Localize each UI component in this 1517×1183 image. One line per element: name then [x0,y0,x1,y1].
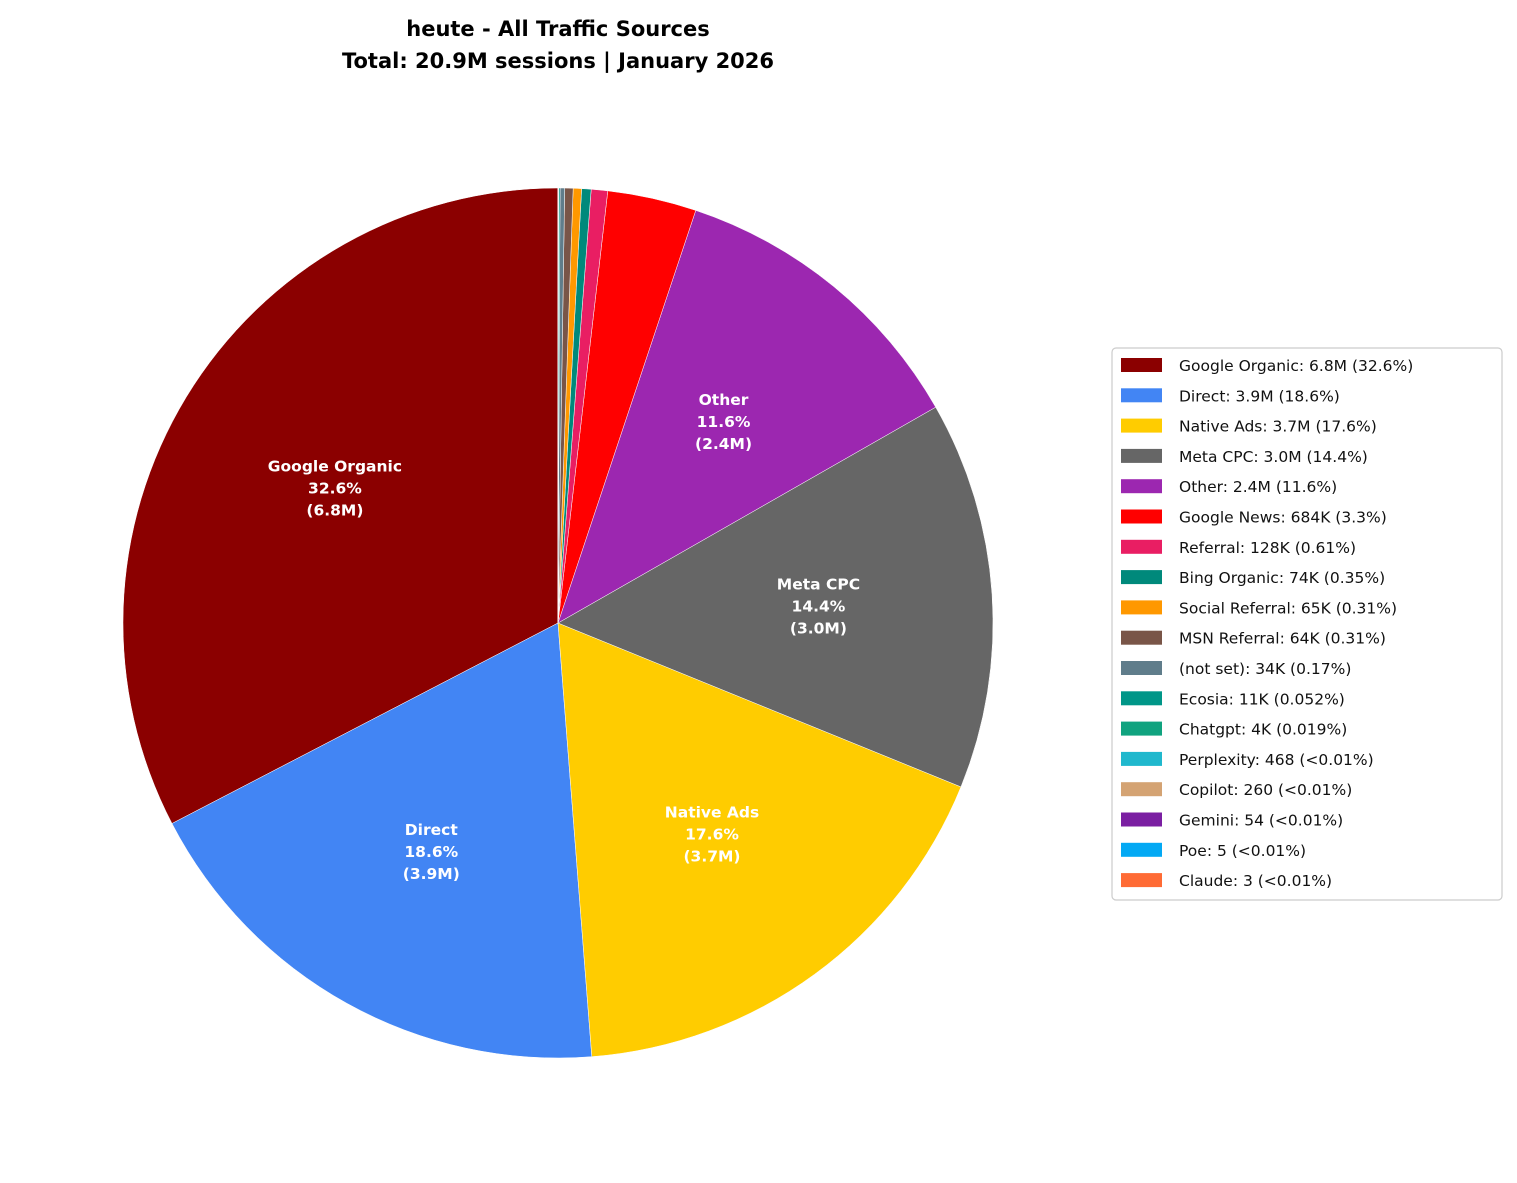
pie-slice-direct [171,622,593,1059]
slice-label-other: Other [699,391,749,409]
pie-slice-meta-cpc [557,406,994,788]
slice-label-google-organic: Google Organic [268,457,402,475]
legend-entry-google-news: Google News: 684K (3.3%) [1179,509,1387,527]
slice-label-native-ads: 17.6% [685,826,739,844]
slice-label-native-ads: (3.7M) [683,848,740,866]
legend-entry-gemini: Gemini: 54 (<0.01%) [1179,812,1343,830]
legend-entry-ecosia: Ecosia: 11K (0.052%) [1179,690,1345,708]
legend-swatch-poe [1121,842,1162,857]
legend-entry-other: Other: 2.4M (11.6%) [1179,478,1337,496]
legend-swatch-gemini [1121,812,1162,827]
legend-swatch-meta-cpc [1121,448,1162,463]
legend-swatch-google-news [1121,509,1162,524]
legend-entry-native-ads: Native Ads: 3.7M (17.6%) [1179,418,1377,436]
legend-swatch-direct [1121,388,1162,403]
slice-label-direct: (3.9M) [403,865,460,883]
legend-swatch-ecosia [1121,691,1162,706]
legend-entry-referral: Referral: 128K (0.61%) [1179,539,1356,557]
legend-entry-direct: Direct: 3.9M (18.6%) [1179,387,1340,405]
slice-label-google-organic: 32.6% [308,479,362,497]
slice-label-google-organic: (6.8M) [306,501,363,519]
slice-label-meta-cpc: 14.4% [792,598,846,616]
legend-swatch-other [1121,479,1162,494]
legend-entry-msn-referral: MSN Referral: 64K (0.31%) [1179,630,1386,648]
legend-swatch-native-ads [1121,418,1162,433]
slice-label-meta-cpc: (3.0M) [790,620,847,638]
legend: Google Organic: 6.8M (32.6%) Direct: 3.9M… [1111,347,1503,901]
legend-entry-not-set: (not set): 34K (0.17%) [1179,660,1351,678]
legend-entry-claude: Claude: 3 (<0.01%) [1179,872,1332,890]
slice-label-direct: 18.6% [404,843,458,861]
chart-title-line-1: heute - All Traffic Sources [406,17,710,41]
chart-title-line-2: Total: 20.9M sessions | January 2026 [342,49,774,74]
slice-label-meta-cpc: Meta CPC [777,576,860,594]
legend-entry-poe: Poe: 5 (<0.01%) [1179,842,1306,860]
legend-swatch-referral [1121,539,1162,554]
legend-swatch-claude [1121,873,1162,888]
legend-swatch-google-organic [1121,358,1162,372]
slice-label-direct: Direct [405,821,459,839]
legend-swatch-not-set [1121,661,1162,675]
legend-swatch-social-referral [1121,600,1162,615]
legend-swatch-msn-referral [1121,630,1162,645]
legend-entry-social-referral: Social Referral: 65K (0.31%) [1179,599,1397,617]
legend-entry-perplexity: Perplexity: 468 (<0.01%) [1179,751,1374,769]
legend-swatch-copilot [1121,782,1162,797]
legend-swatch-bing-organic [1121,570,1162,585]
legend-box [1111,347,1503,901]
legend-entry-bing-organic: Bing Organic: 74K (0.35%) [1179,569,1385,587]
legend-swatch-chatgpt [1121,721,1162,736]
pie-slice-native-ads [557,622,962,1057]
slice-label-native-ads: Native Ads [665,804,759,822]
legend-entry-google-organic: Google Organic: 6.8M (32.6%) [1179,357,1413,375]
pie-slice-google-organic [122,187,559,824]
slice-label-other: (2.4M) [695,435,752,453]
legend-entry-copilot: Copilot: 260 (<0.01%) [1179,781,1352,799]
slice-label-other: 11.6% [697,413,751,431]
legend-entry-meta-cpc: Meta CPC: 3.0M (14.4%) [1179,448,1368,466]
pie-slice-other [557,210,937,624]
legend-swatch-perplexity [1121,751,1162,766]
legend-entry-chatgpt: Chatgpt: 4K (0.019%) [1179,721,1347,739]
